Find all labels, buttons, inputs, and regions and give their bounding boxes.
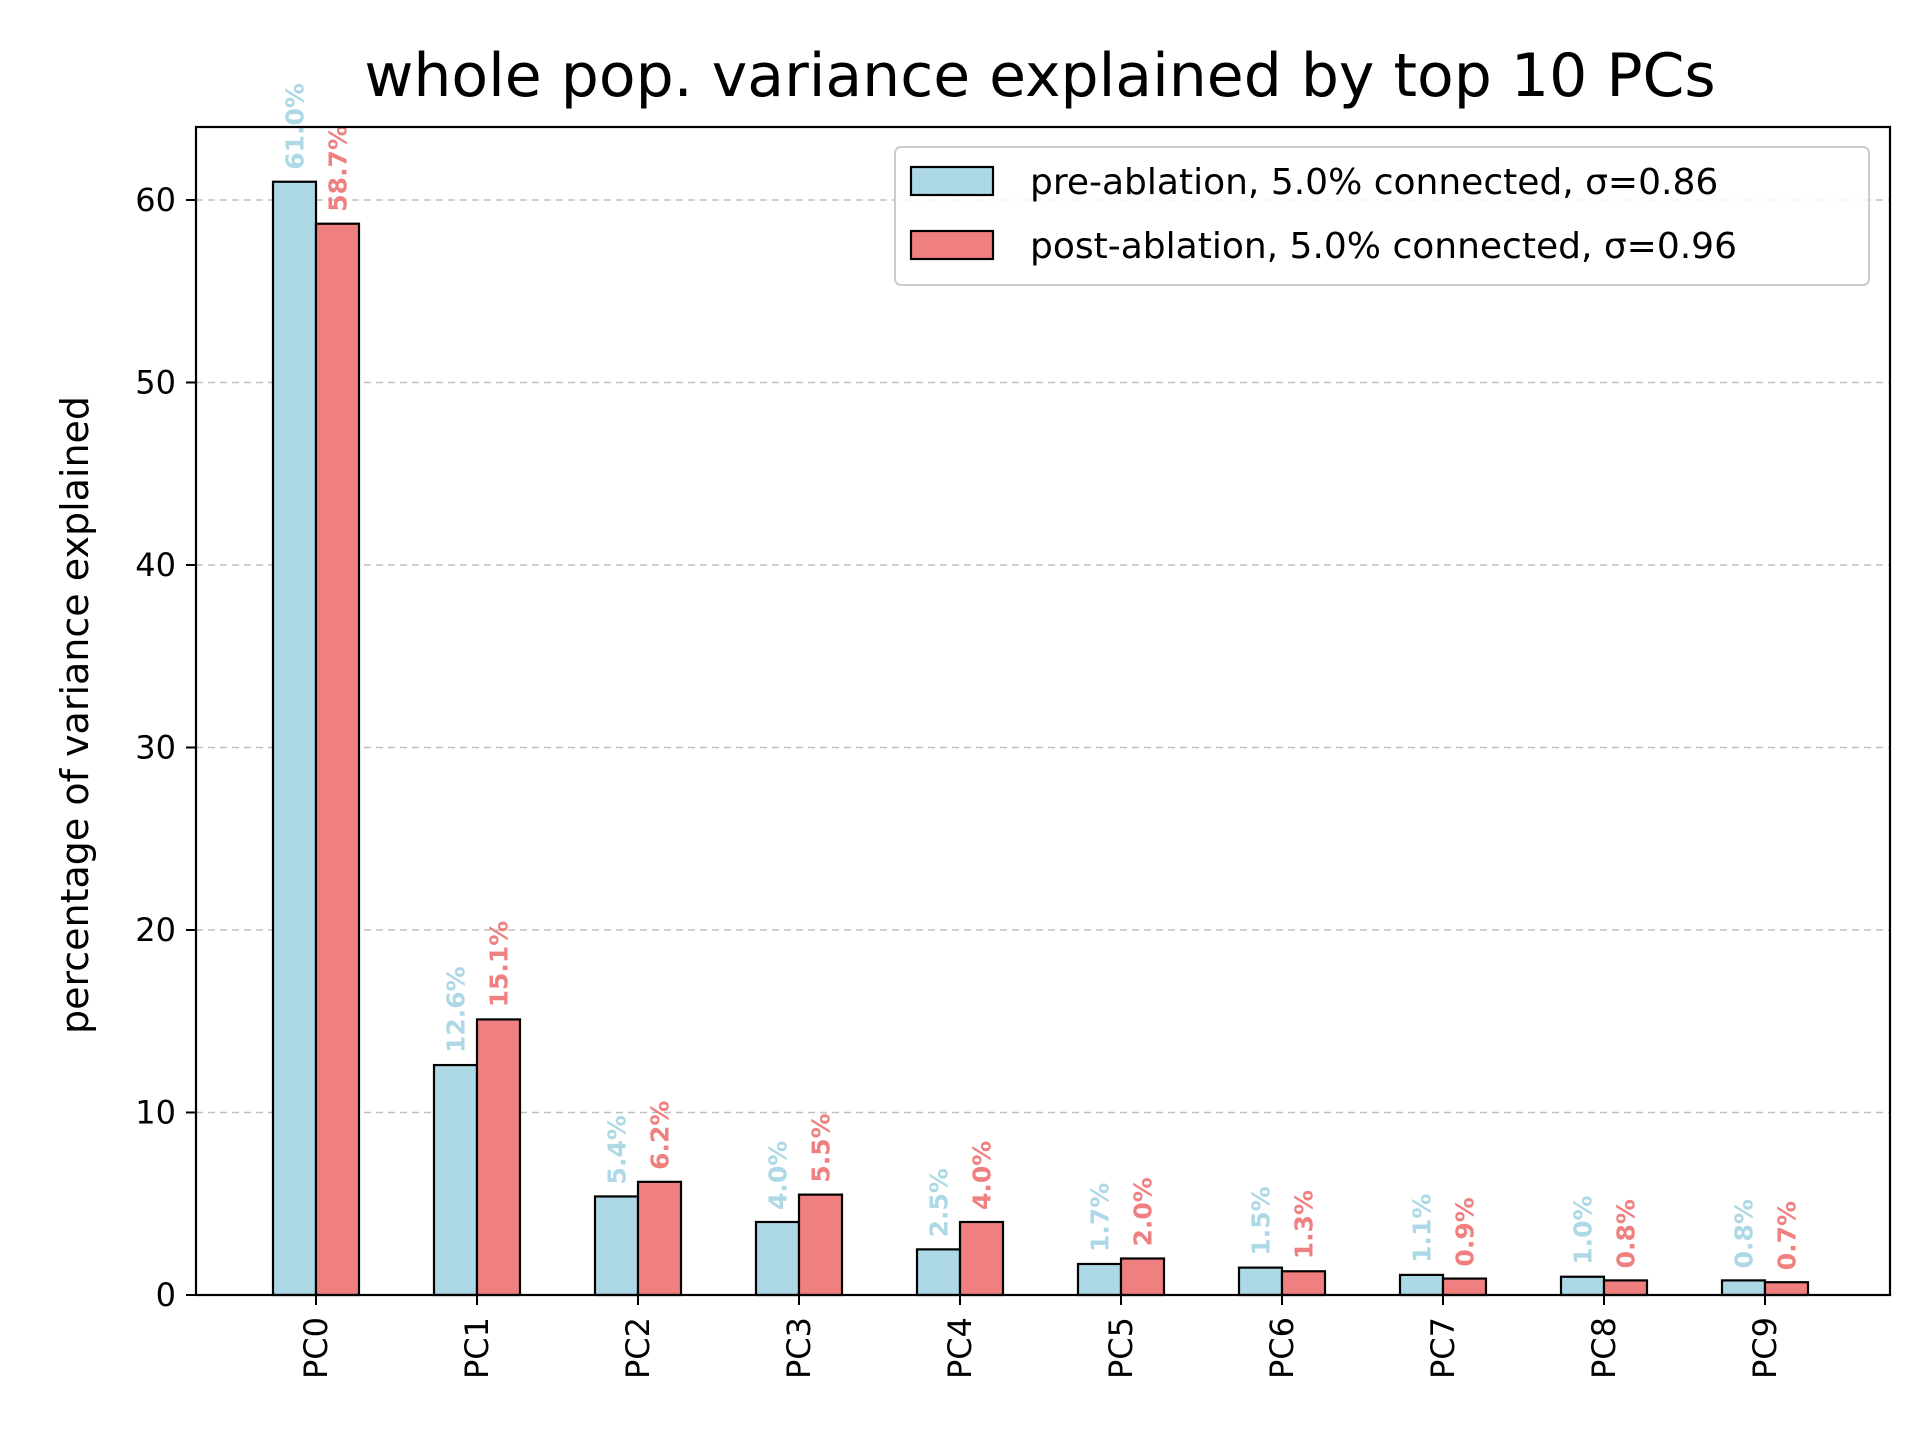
y-axis-label: percentage of variance explained — [53, 396, 97, 1034]
bar — [1763, 1281, 1810, 1297]
bar — [1076, 1262, 1123, 1297]
y-tick-label: 10 — [135, 1094, 176, 1132]
bar-value-label: 2.0% — [1129, 1177, 1158, 1246]
bar-value-label: 12.6% — [442, 966, 471, 1053]
bar — [636, 1180, 683, 1297]
bar-value-label: 1.5% — [1247, 1186, 1276, 1255]
legend-label-post-ablation: post-ablation, 5.0% connected, σ=0.96 — [1030, 226, 1737, 267]
plot-frame — [194, 125, 1892, 1297]
bar-value-label: 0.8% — [1612, 1199, 1641, 1268]
bar — [915, 1248, 962, 1297]
legend: pre-ablation, 5.0% connected, σ=0.86 pos… — [894, 146, 1870, 286]
bar — [1280, 1270, 1327, 1297]
y-tick-label: 30 — [135, 729, 176, 767]
legend-box — [894, 146, 1870, 286]
bar — [1119, 1257, 1166, 1297]
bar — [1559, 1275, 1606, 1297]
bar-value-label: 5.5% — [807, 1113, 836, 1182]
bar — [1398, 1273, 1445, 1297]
y-tick-label: 20 — [135, 911, 176, 949]
bar — [432, 1063, 479, 1297]
bar-value-label: 58.7% — [324, 125, 353, 212]
bar — [1441, 1277, 1488, 1297]
bar — [797, 1193, 844, 1297]
x-tick-label: PC2 — [619, 1317, 657, 1379]
x-tick-label: PC4 — [941, 1317, 979, 1379]
bar-value-label: 1.0% — [1569, 1195, 1598, 1264]
bar-value-label: 1.7% — [1086, 1183, 1115, 1252]
x-tick-label: PC6 — [1263, 1317, 1301, 1379]
bar-value-label: 2.5% — [925, 1168, 954, 1237]
legend-label-pre-ablation: pre-ablation, 5.0% connected, σ=0.86 — [1030, 162, 1718, 203]
bar — [754, 1220, 801, 1297]
bar-value-label: 1.3% — [1290, 1190, 1319, 1259]
bar — [1720, 1279, 1767, 1297]
y-tick-label: 0 — [156, 1276, 176, 1314]
bar-value-label: 4.0% — [764, 1141, 793, 1210]
x-tick-label: PC0 — [297, 1317, 335, 1379]
y-tick-label: 40 — [135, 546, 176, 584]
bar-labels-group: 61.0% 58.7%12.6%15.1%5.4% 6.2%4.0% 5.5%2.5%… — [281, 83, 1802, 1270]
y-axis-ticks: 0 10 20 30 40 50 60 — [135, 181, 196, 1314]
bar-value-label: 0.9% — [1451, 1197, 1480, 1266]
x-tick-label: PC1 — [458, 1317, 496, 1379]
bar-value-label: 1.1% — [1408, 1194, 1437, 1263]
bar-value-label: 0.7% — [1773, 1201, 1802, 1270]
legend-swatch-pre-ablation — [909, 165, 995, 197]
bar — [314, 222, 361, 1297]
x-tick-label: PC9 — [1746, 1317, 1784, 1379]
bar-value-label: 0.8% — [1730, 1199, 1759, 1268]
x-tick-label: PC5 — [1102, 1317, 1140, 1379]
bar — [593, 1195, 640, 1297]
bar — [271, 180, 318, 1297]
chart-title: whole pop. variance explained by top 10 … — [364, 41, 1715, 111]
y-tick-label: 60 — [135, 181, 176, 219]
y-tick-label: 50 — [135, 364, 176, 402]
bar-value-label: 4.0% — [968, 1141, 997, 1210]
bar-value-label: 6.2% — [646, 1101, 675, 1170]
bar-value-label: 5.4% — [603, 1115, 632, 1184]
bar — [1237, 1266, 1284, 1297]
bar — [958, 1220, 1005, 1297]
bars-group — [271, 180, 1810, 1297]
x-tick-label: PC3 — [780, 1317, 818, 1379]
bar-value-label: 15.1% — [485, 921, 514, 1008]
bar — [475, 1018, 522, 1297]
x-axis-ticks: PC0 PC1 PC2 PC3 PC4 PC5 PC6 PC7 PC8 PC9 — [297, 1295, 1784, 1379]
x-tick-label: PC7 — [1424, 1317, 1462, 1379]
legend-swatch-post-ablation — [909, 229, 995, 261]
bar — [1602, 1279, 1649, 1297]
x-tick-label: PC8 — [1585, 1317, 1623, 1379]
